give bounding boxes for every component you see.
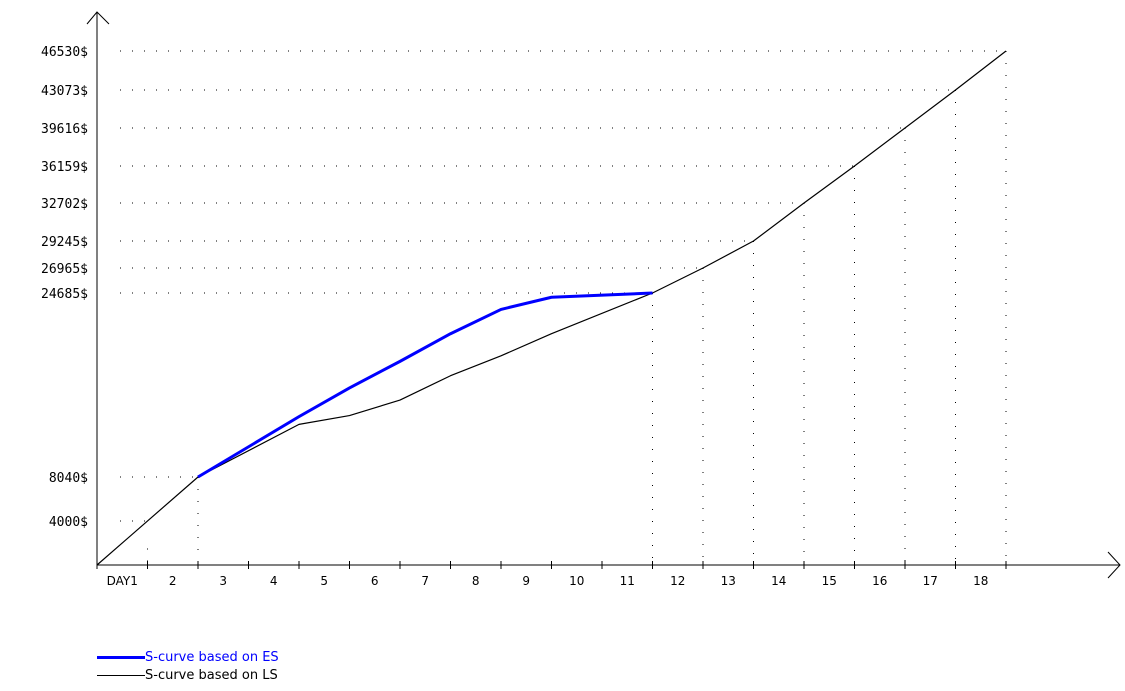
x-tick-label: 8 [472,574,480,588]
legend: S-curve based on ES S-curve based on LS [97,648,279,684]
y-tick-label: 39616$ [41,122,88,137]
y-axis-arrow [86,11,110,25]
x-tick-label: 5 [320,574,328,588]
x-tick-label: 4 [270,574,278,588]
y-tick-label: 29245$ [41,235,88,250]
x-tick-label: 3 [219,574,227,588]
y-tick-label: 43073$ [41,84,88,99]
series-lines [96,50,1007,566]
legend-item-es: S-curve based on ES [97,648,279,666]
x-tick-label: 7 [421,574,429,588]
x-tick-label: 11 [620,574,635,588]
legend-swatch-ls [97,674,145,676]
series-ls-line [96,50,1007,566]
y-tick-label: 46530$ [41,45,88,60]
grid-lines [120,50,1007,561]
x-tick-label: 17 [923,574,938,588]
legend-item-ls: S-curve based on LS [97,666,279,684]
series-es-line [197,291,653,479]
x-tick-label: 2 [169,574,177,588]
axes [86,11,1121,579]
x-tick-label: 15 [822,574,837,588]
x-tick-label: 12 [670,574,685,588]
legend-label-ls: S-curve based on LS [145,667,278,683]
y-tick-label: 32702$ [41,197,88,212]
y-tick-label: 8040$ [49,471,88,486]
y-tick-label: 26965$ [41,262,88,277]
x-tick-label: 9 [522,574,530,588]
x-tick-label: 18 [973,574,988,588]
y-tick-labels: 4000$ 8040$ 24685$ 26965$ 29245$ 32702$ 36159$… [41,45,88,530]
x-tick-label: 6 [371,574,379,588]
y-tick-label: 24685$ [41,287,88,302]
y-tick-label: 4000$ [49,515,88,530]
x-tick-label: 16 [872,574,887,588]
x-ticks: DAY1 2 3 4 5 6 7 8 9 10 11 12 13 14 15 16 17 18 [96,561,1007,588]
x-tick-label: 14 [771,574,786,588]
x-axis-arrow [1107,551,1121,579]
legend-swatch-es [97,655,145,659]
y-tick-label: 36159$ [41,160,88,175]
x-tick-label: 13 [721,574,736,588]
x-tick-label: 10 [569,574,584,588]
x-tick-label: DAY1 [107,574,138,588]
legend-label-es: S-curve based on ES [145,649,279,665]
